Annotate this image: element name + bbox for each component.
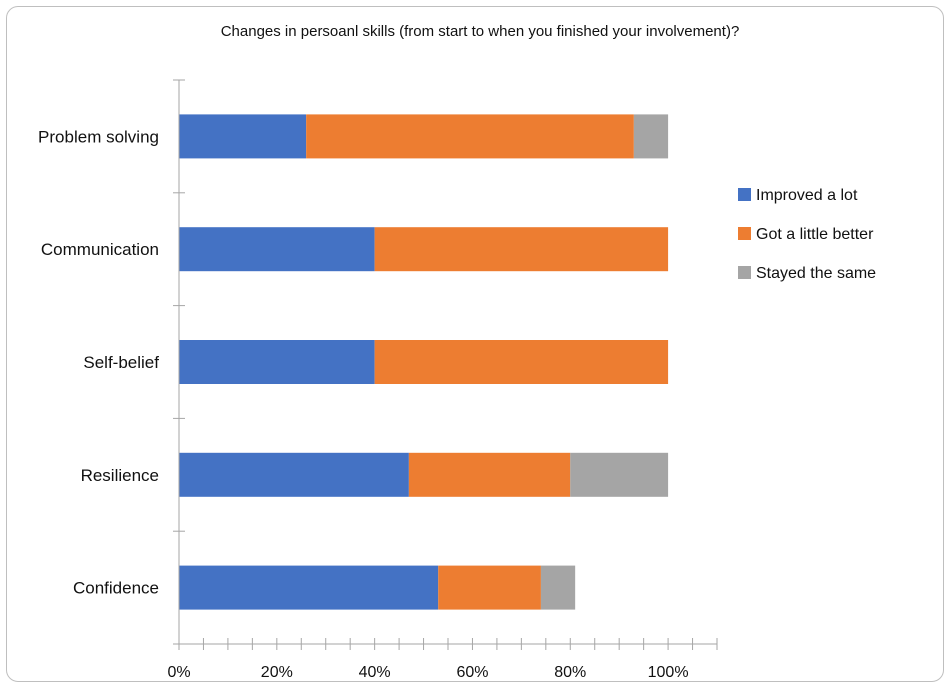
legend-label-got-a-little-better: Got a little better xyxy=(756,226,874,243)
x-tick-label-40: 40% xyxy=(359,664,391,681)
category-label-problem-solving: Problem solving xyxy=(38,127,159,146)
x-tick-labels: 0% 20% 40% 60% 80% 100% xyxy=(167,664,688,681)
bar-resilience-got-a-little-better xyxy=(408,452,571,497)
bar-resilience-improved-a-lot xyxy=(179,452,409,497)
chart-title: Changes in persoanl skills (from start t… xyxy=(221,23,740,40)
bar-self-belief-got-a-little-better xyxy=(374,340,669,384)
axes-group xyxy=(173,79,718,650)
x-tick-label-20: 20% xyxy=(261,664,293,681)
legend-swatch-got-a-little-better xyxy=(738,227,751,240)
legend-label-stayed-the-same: Stayed the same xyxy=(756,265,876,282)
category-label-confidence: Confidence xyxy=(73,579,159,598)
legend-swatch-improved-a-lot xyxy=(738,188,751,201)
x-tick-label-0: 0% xyxy=(167,664,190,681)
legend: Improved a lot Got a little better Stayed … xyxy=(738,187,876,282)
bars-group xyxy=(179,114,669,610)
category-label-communication: Communication xyxy=(41,240,159,259)
x-tick-label-60: 60% xyxy=(456,664,488,681)
bar-self-belief-improved-a-lot xyxy=(179,340,375,384)
category-label-self-belief: Self-belief xyxy=(83,353,159,372)
legend-swatch-stayed-the-same xyxy=(738,266,751,279)
bar-confidence-improved-a-lot xyxy=(179,565,439,610)
bar-confidence-got-a-little-better xyxy=(438,565,541,610)
bar-resilience-stayed-the-same xyxy=(570,452,669,497)
bar-problem-solving-stayed-the-same xyxy=(633,114,669,159)
x-tick-label-80: 80% xyxy=(554,664,586,681)
bar-problem-solving-improved-a-lot xyxy=(179,114,307,159)
legend-label-improved-a-lot: Improved a lot xyxy=(756,187,858,204)
x-tick-label-100: 100% xyxy=(648,664,689,681)
category-labels: Problem solving Communication Self-belief R… xyxy=(38,127,159,597)
category-label-resilience: Resilience xyxy=(81,466,159,485)
bar-confidence-stayed-the-same xyxy=(540,565,576,610)
bar-problem-solving-got-a-little-better xyxy=(306,114,634,159)
bar-communication-got-a-little-better xyxy=(374,227,669,272)
bar-communication-improved-a-lot xyxy=(179,227,375,272)
